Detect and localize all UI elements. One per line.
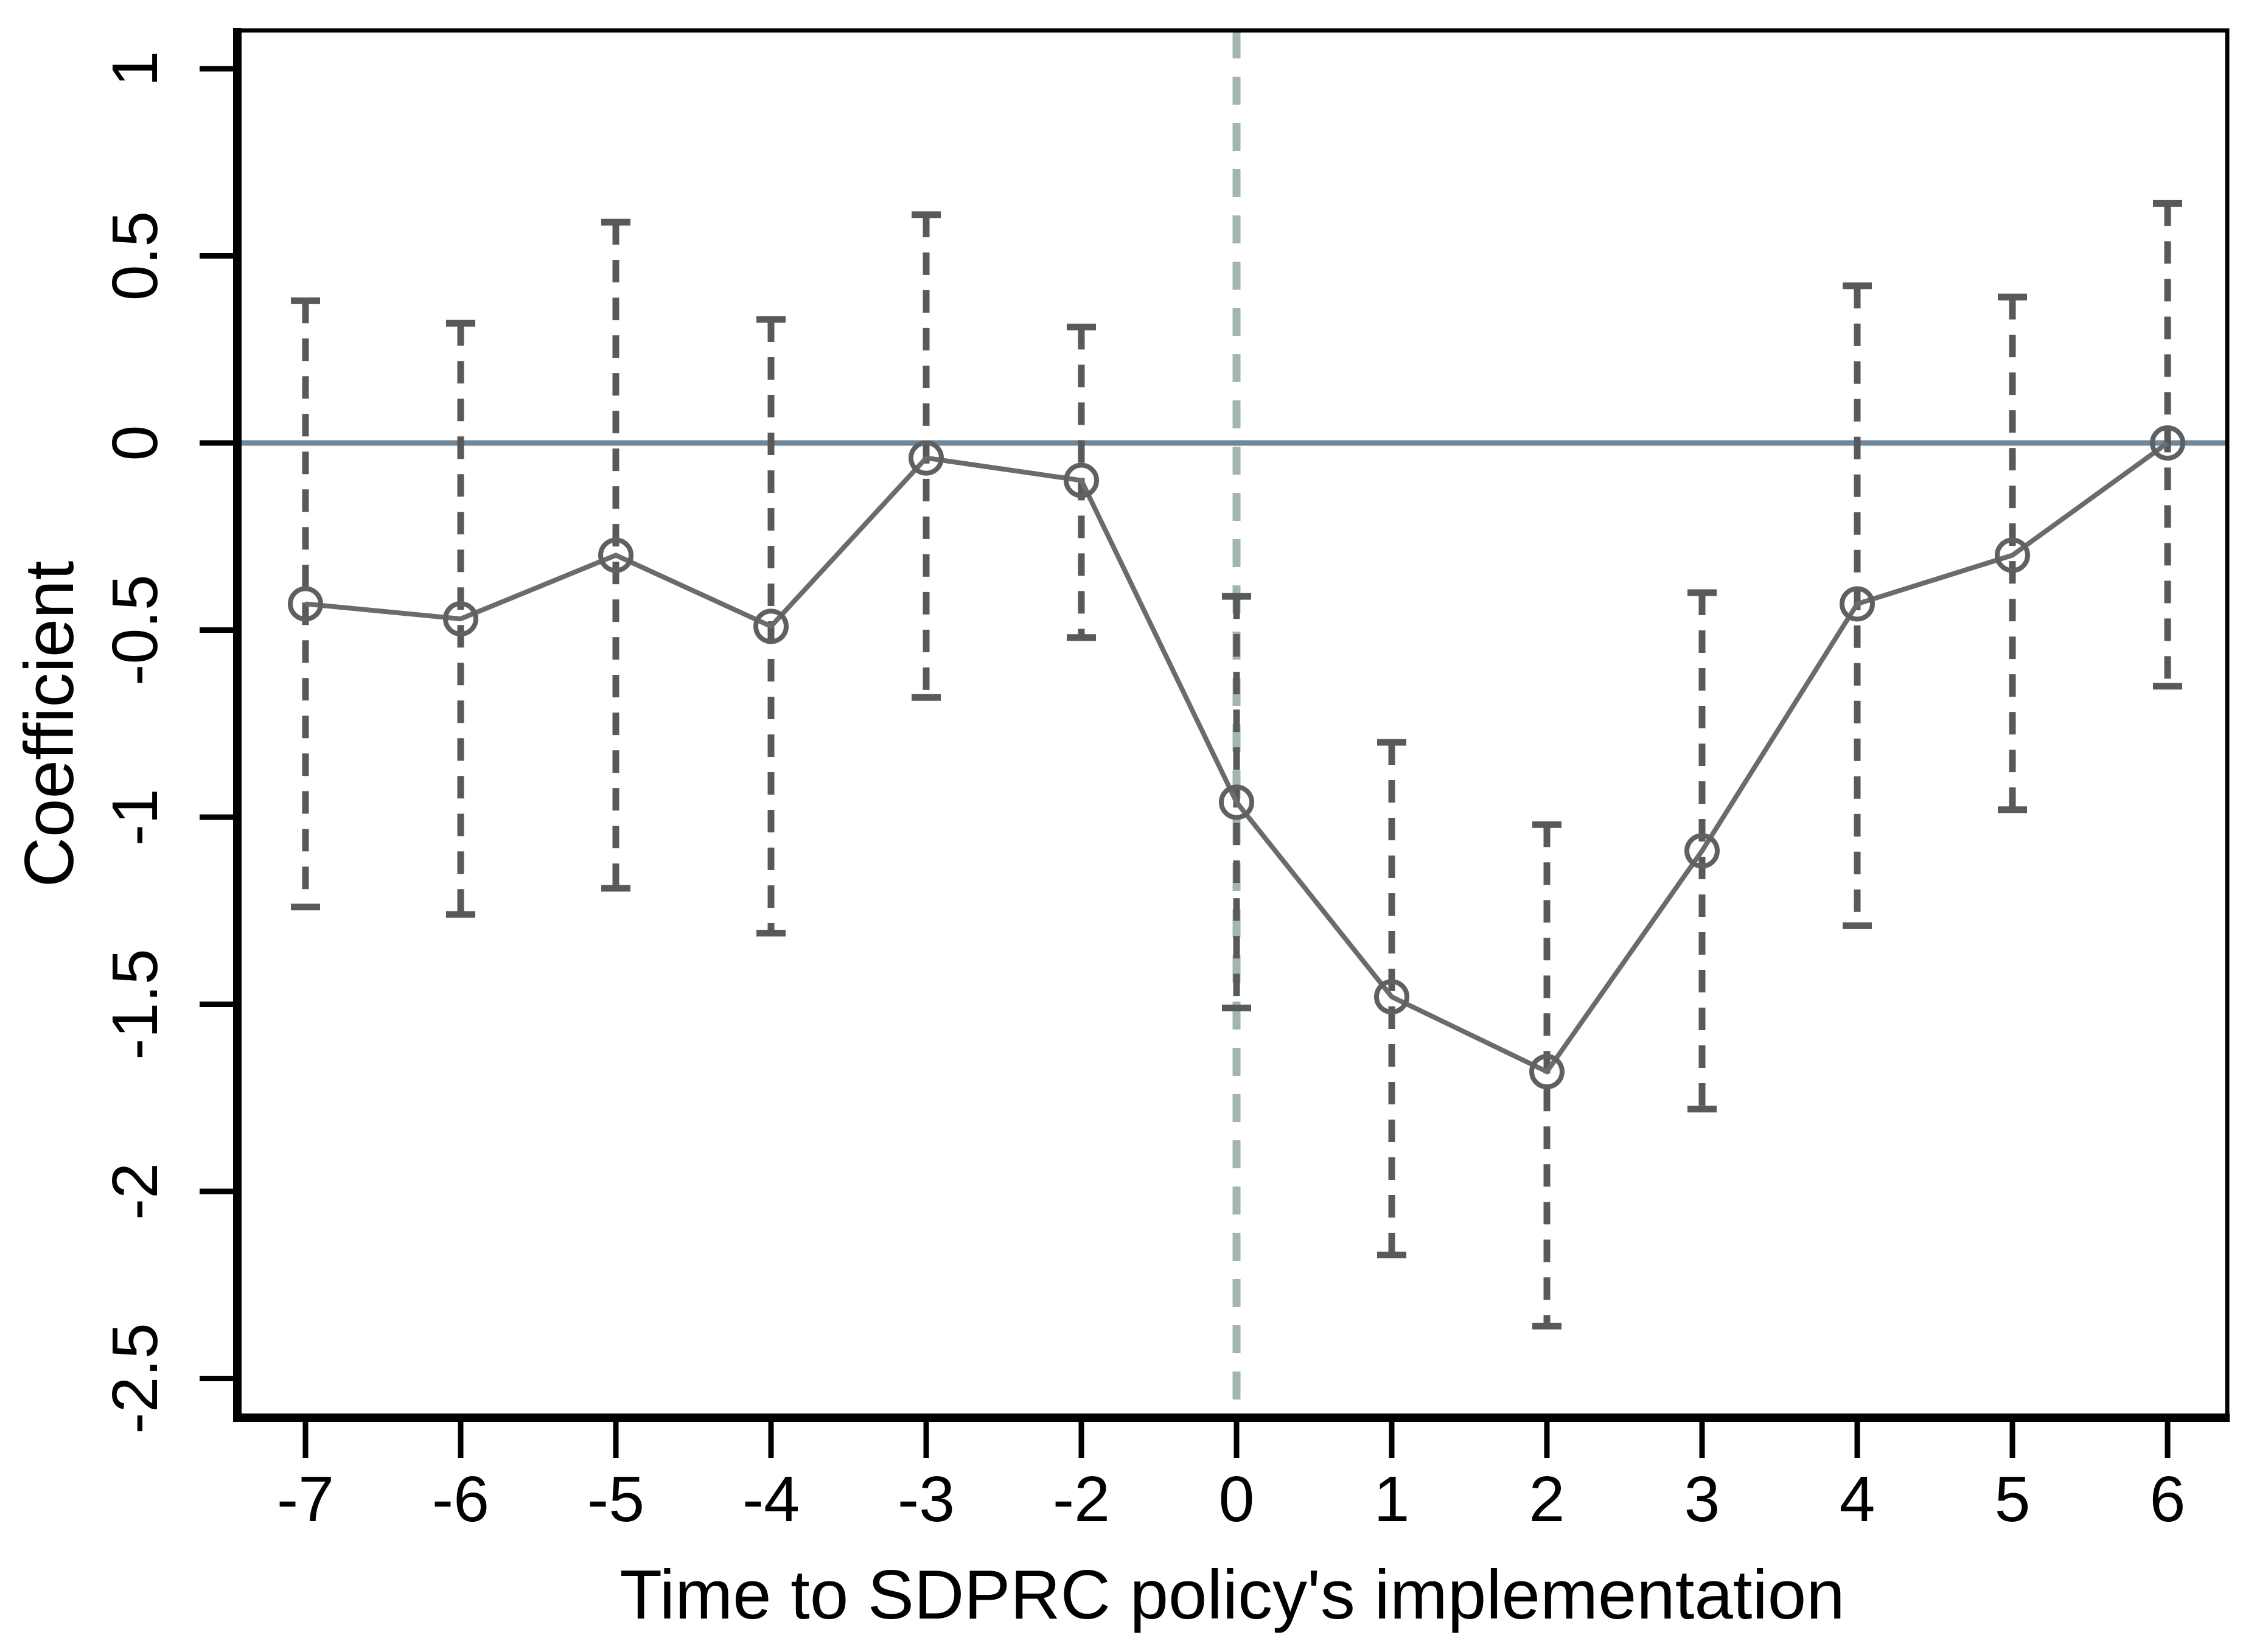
x-tick-label: 0 (1219, 1463, 1255, 1535)
y-tick-label: 0.5 (99, 211, 171, 301)
x-tick-label: 3 (1684, 1463, 1720, 1535)
data-point-marker (1219, 784, 1254, 820)
y-tick-label: -0.5 (99, 574, 171, 686)
y-axis-title: Coefficient (11, 561, 88, 888)
data-point-marker (1374, 979, 1409, 1015)
x-tick-label: -3 (898, 1463, 955, 1535)
y-tick-label: 1 (99, 51, 171, 87)
data-point-marker (909, 440, 944, 476)
x-tick-label: 2 (1529, 1463, 1565, 1535)
data-point-marker (443, 601, 478, 637)
x-axis-title: Time to SDPRC policy's implementation (619, 1556, 1844, 1634)
data-point-marker (1684, 833, 1720, 869)
data-point-marker (1529, 1054, 1565, 1090)
data-point-marker (753, 608, 789, 644)
data-point-marker (288, 586, 323, 622)
x-tick-label: -4 (742, 1463, 800, 1535)
x-tick-label: 5 (1995, 1463, 2031, 1535)
y-tick-label: -1 (99, 789, 171, 846)
coefficient-line (305, 441, 2169, 1075)
x-tick-label: -5 (587, 1463, 644, 1535)
y-tick-label: -1.5 (99, 949, 171, 1060)
x-tick-label: -6 (432, 1463, 489, 1535)
data-point-marker (1995, 537, 2030, 573)
x-tick-label: 4 (1840, 1463, 1875, 1535)
y-tick-label: -2.5 (99, 1323, 171, 1434)
data-point-marker (1064, 462, 1099, 498)
y-tick-label: -2 (99, 1163, 171, 1220)
x-tick-label: -7 (277, 1463, 334, 1535)
data-point-marker (598, 537, 633, 573)
x-tick-label: 6 (2150, 1463, 2186, 1535)
x-tick-label: 1 (1374, 1463, 1410, 1535)
x-tick-label: -2 (1053, 1463, 1110, 1535)
data-point-marker (1840, 586, 1875, 622)
y-tick-label: 0 (99, 425, 171, 461)
data-point-marker (2150, 425, 2185, 461)
